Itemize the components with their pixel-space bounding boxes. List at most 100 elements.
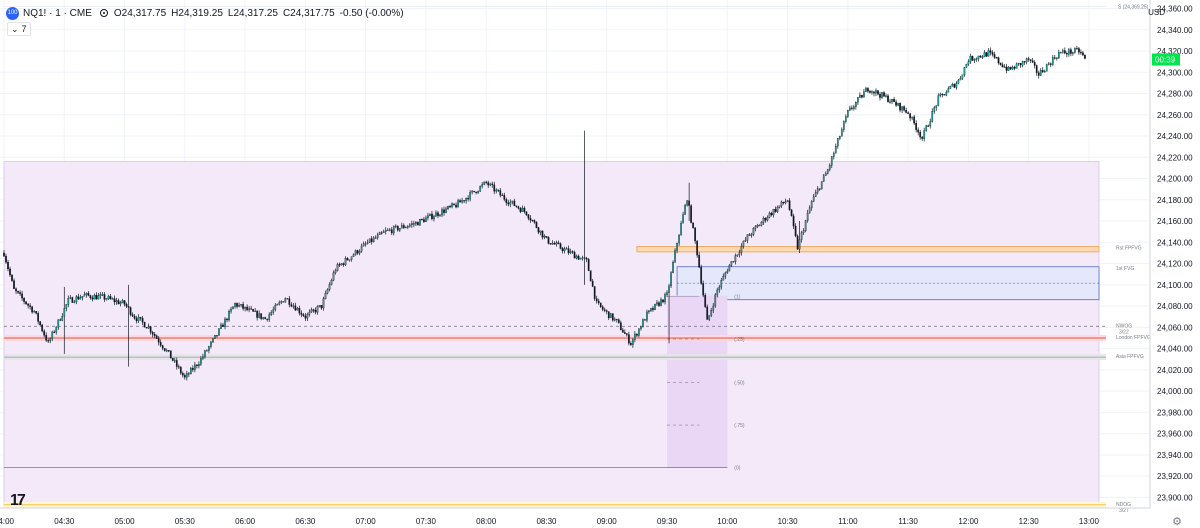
candle-body xyxy=(798,239,801,250)
last-price-tag[interactable] xyxy=(1152,53,1180,66)
candle-body xyxy=(790,209,793,216)
candle-body xyxy=(459,200,461,203)
tradingview-logo-icon[interactable]: 17 xyxy=(10,492,26,509)
candle-body xyxy=(507,202,510,205)
candle-body xyxy=(85,292,88,295)
time-axis[interactable]: 04:00 04:30 05:00 05:30 06:00 06:30 07:00 07:30… xyxy=(0,517,1100,526)
candle-body xyxy=(417,222,419,226)
candle-body xyxy=(975,58,978,60)
candle-body xyxy=(857,97,859,103)
candle-body xyxy=(563,248,566,252)
candle-body xyxy=(816,188,819,193)
candle-body xyxy=(87,292,90,296)
candle-body xyxy=(802,230,805,233)
candle-body xyxy=(788,200,791,210)
candle-body xyxy=(198,363,200,367)
candle-body xyxy=(131,314,134,317)
candle-body xyxy=(672,262,674,273)
candle-body xyxy=(921,136,924,139)
candle-body xyxy=(772,209,775,216)
candle-body xyxy=(469,192,471,200)
candle-body xyxy=(830,156,833,166)
candle-body xyxy=(447,206,449,210)
zone-fvg-blue[interactable] xyxy=(676,266,1100,301)
candle-body xyxy=(545,236,548,238)
zone-fvg-orange[interactable] xyxy=(636,246,1100,253)
candle-body xyxy=(481,184,484,187)
symbol-header[interactable]: 100 NQ1! · 1 · CME O24,317.75 H24,319.25 L… xyxy=(6,5,409,21)
candle-body xyxy=(266,318,269,320)
candle-body xyxy=(842,121,845,130)
candle-body xyxy=(181,373,184,376)
time-tick-label: 07:30 xyxy=(416,517,437,526)
candle-body xyxy=(997,57,1000,64)
candle-body xyxy=(525,211,528,216)
candle-body xyxy=(927,125,930,127)
candle-body xyxy=(81,296,84,298)
candle-body xyxy=(658,302,660,306)
candle-body xyxy=(704,295,707,308)
price-axis[interactable]: 24,360.00 24,340.00 24,320.00 24,300.00 24,2… xyxy=(1157,5,1193,503)
candle-body xyxy=(981,56,984,58)
candle-body xyxy=(656,302,658,305)
candle-body xyxy=(768,212,771,218)
candle-body xyxy=(93,294,96,300)
time-tick-label: 11:30 xyxy=(898,517,918,526)
candle-body xyxy=(776,207,779,212)
candle-body xyxy=(642,319,644,328)
indicators-toggle[interactable]: ⌄ 7 xyxy=(7,22,31,36)
candle-body xyxy=(495,189,498,192)
candle-body xyxy=(264,317,267,320)
candle-body xyxy=(77,296,80,300)
candle-body xyxy=(987,50,990,57)
candle-body xyxy=(366,242,369,244)
candle-body xyxy=(376,234,379,238)
candle-body xyxy=(392,226,395,234)
gear-icon[interactable]: ⚙ xyxy=(1172,516,1182,528)
candle-body xyxy=(686,200,688,206)
candle-body xyxy=(632,339,634,345)
candle-body xyxy=(762,217,765,223)
candle-body xyxy=(226,318,228,321)
candle-body xyxy=(756,225,759,227)
candle-body xyxy=(764,217,767,221)
candle-body xyxy=(306,314,309,319)
time-tick-label: 10:30 xyxy=(778,517,799,526)
candle-body xyxy=(953,84,956,88)
candle-body xyxy=(115,300,118,303)
candle-body xyxy=(332,272,335,281)
candle-body xyxy=(897,102,899,106)
symbol-title[interactable]: NQ1! · 1 · CME xyxy=(23,7,92,19)
candle-body xyxy=(127,306,130,308)
candle-body xyxy=(828,164,831,170)
change-value: -0.50 (-0.00%) xyxy=(339,7,404,19)
candle-body xyxy=(109,296,112,299)
candle-body xyxy=(449,206,451,208)
candle-body xyxy=(909,113,911,119)
candle-body xyxy=(648,310,650,313)
candle-body xyxy=(200,358,202,365)
price-tick-label: 24,240.00 xyxy=(1157,132,1193,141)
candle-body xyxy=(818,188,821,190)
candle-body xyxy=(513,200,516,206)
zone-retrace-box[interactable] xyxy=(667,295,728,468)
candle-body xyxy=(272,309,275,313)
candle-body xyxy=(25,301,27,305)
candle-body xyxy=(867,88,869,92)
candle-body xyxy=(501,194,504,197)
candle-body xyxy=(362,243,365,247)
currency-label[interactable]: USD xyxy=(1148,8,1165,17)
candle-body xyxy=(808,207,811,214)
candle-body xyxy=(368,238,371,243)
candle-body xyxy=(1066,53,1068,55)
candle-body xyxy=(370,238,373,242)
candle-body xyxy=(581,257,584,259)
candle-body xyxy=(957,79,960,84)
candle-body xyxy=(601,306,604,310)
candle-body xyxy=(479,186,482,192)
zone-big-range[interactable] xyxy=(3,161,1100,506)
candle-body xyxy=(1080,52,1082,54)
zone-label: 1st FVG xyxy=(1116,266,1134,272)
candle-body xyxy=(487,182,490,186)
